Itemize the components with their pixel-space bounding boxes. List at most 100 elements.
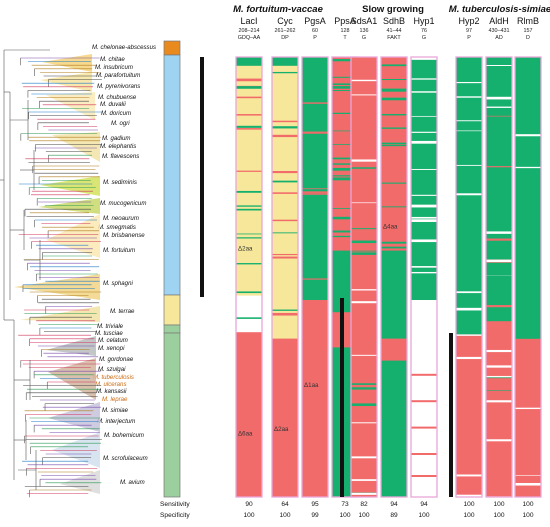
column-hyp1-stripe <box>411 219 437 222</box>
column-hyp1-stripe <box>411 78 437 80</box>
clade-wedge <box>52 132 100 162</box>
column-cyc-stripe <box>272 232 298 234</box>
clade-wedge <box>48 402 100 432</box>
species-label: M. ogri <box>111 120 130 127</box>
column-cyc-stripe <box>272 309 298 311</box>
column-hyp1-outline <box>410 56 438 498</box>
species-label: M. simiae <box>102 407 129 414</box>
column-pgsa-stripe <box>302 188 328 190</box>
column-laci-stripe <box>236 86 262 89</box>
column-laci-band <box>236 65 262 296</box>
column-hyp1-stripe <box>411 91 437 93</box>
species-label: M. tuberculosis <box>93 374 134 381</box>
column-aldh-stripe <box>486 131 512 135</box>
column-hyp2-band <box>456 57 482 335</box>
column-header-laci: LacI <box>240 16 257 26</box>
column-laci-stripe <box>236 291 262 294</box>
species-label: M. smegmatis <box>98 224 136 231</box>
column-rlmb-band <box>515 338 541 498</box>
species-label: M. gordonae <box>99 356 134 363</box>
column-sdsa1-outline <box>350 56 378 498</box>
column-ppsa-stripe <box>332 77 358 78</box>
column-sdhb-band <box>381 57 407 251</box>
column-hyp1-stripe <box>411 216 437 219</box>
column-sdsa1 <box>350 56 378 498</box>
column-sdsa1-stripe <box>351 422 377 424</box>
column-cyc-band <box>272 338 298 498</box>
column-laci-band <box>236 332 262 498</box>
column-rlmb-stripe <box>515 166 541 169</box>
column-sdsa1-stripe <box>351 383 377 385</box>
column-ppsa-stripe <box>332 143 358 145</box>
column-hyp2-stripe <box>456 356 482 360</box>
column-ppsa-stripe <box>332 163 358 165</box>
column-aldh-stripe <box>486 231 512 234</box>
column-laci-stripe <box>236 190 262 193</box>
clade-strip-segment <box>163 54 181 296</box>
column-hyp2 <box>455 56 483 498</box>
column-ppsa-stripe <box>332 112 358 114</box>
species-label: M. ulcerans <box>95 381 127 388</box>
sensitivity-hyp2: 100 <box>463 501 474 508</box>
column-sdhb-stripe <box>381 302 407 305</box>
column-position-hyp2: 97 <box>466 28 472 34</box>
column-hyp1-band <box>411 300 437 498</box>
column-ppsa-stripe <box>332 235 358 238</box>
column-ppsa-stripe <box>332 90 358 92</box>
column-hyp1-stripe <box>411 115 437 117</box>
clade-wedge <box>46 214 100 258</box>
species-label: M. sphagni <box>103 280 133 287</box>
column-hyp1-stripe <box>411 140 437 144</box>
clade-wedge <box>14 274 100 300</box>
column-sdhb-stripe <box>381 145 407 147</box>
species-label: M. chubuense <box>98 94 137 101</box>
annotation-sdhb: Δ4aa <box>383 224 398 231</box>
column-sdhb-stripe <box>381 182 407 184</box>
column-laci <box>235 56 263 498</box>
column-sdhb-stripe <box>381 283 407 287</box>
column-header-sdhb: SdhB <box>383 16 405 26</box>
column-hyp2-stripe <box>456 494 482 498</box>
column-hyp2-stripe <box>456 96 482 98</box>
column-aldh-stripe <box>486 455 512 458</box>
clade-strip-segment <box>163 332 181 498</box>
column-header-ppsa: PpsA <box>334 16 356 26</box>
species-label: M. brisbanense <box>103 232 145 239</box>
column-hyp2-stripe <box>456 307 482 311</box>
sensitivity-sdsa1: 82 <box>360 501 368 508</box>
column-cyc <box>271 56 299 498</box>
column-cyc-stripe <box>272 171 298 174</box>
column-hyp1-stripe <box>411 204 437 207</box>
specificity-label: Specificity <box>160 512 190 519</box>
column-aldh-stripe <box>486 390 512 393</box>
column-aldh-stripe <box>486 375 512 378</box>
column-hyp1-stripe <box>411 194 437 196</box>
column-cyc-stripe <box>272 126 298 129</box>
column-aldh-stripe <box>486 166 512 168</box>
specificity-rlmb: 100 <box>522 512 533 519</box>
column-header-rlmb: RlmB <box>517 16 539 26</box>
column-ppsa-stripe <box>332 157 358 160</box>
column-pgsa-stripe <box>302 102 328 104</box>
column-aldh-stripe <box>486 114 512 116</box>
column-sdsa1-stripe <box>351 301 377 304</box>
sensitivity-aldh: 100 <box>493 501 504 508</box>
column-aldh-stripe <box>486 162 512 165</box>
column-aldh-stripe <box>486 400 512 403</box>
column-header-hyp1: Hyp1 <box>413 16 434 26</box>
column-sdsa1-stripe <box>351 252 377 255</box>
sensitivity-rlmb: 100 <box>522 501 533 508</box>
species-label: M. fortuitum <box>103 247 135 254</box>
specificity-sdhb: 89 <box>390 512 398 519</box>
column-hyp2-stripe <box>456 120 482 122</box>
column-sdsa1-stripe <box>351 94 377 96</box>
column-ppsa-stripe <box>332 167 358 171</box>
clade-color-strip <box>163 40 181 498</box>
species-label: M. interjectum <box>97 418 135 425</box>
species-label: M. leprae <box>102 396 128 403</box>
column-cyc-stripe <box>272 256 298 259</box>
species-label: M. doricum <box>101 110 131 117</box>
column-header-pgsa: PgsA <box>304 16 326 26</box>
column-sdhb-stripe <box>381 206 407 208</box>
